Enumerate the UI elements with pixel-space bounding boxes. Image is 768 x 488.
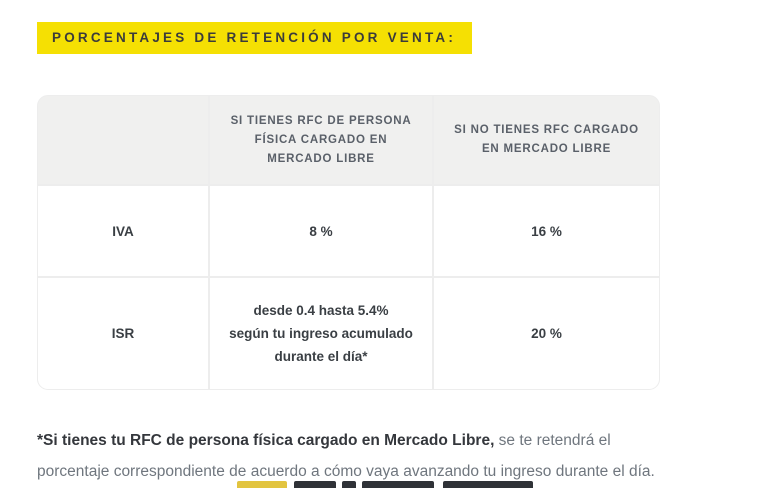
page-title: PORCENTAJES DE RETENCIÓN POR VENTA: — [37, 22, 473, 54]
isr-with-rfc-line: según tu ingreso acumulado — [229, 326, 413, 341]
header-cell-empty — [38, 96, 208, 184]
iva-with-rfc-value: 8 % — [309, 223, 333, 239]
header-cell-without-rfc: SI NO TIENES RFC CARGADO EN MERCADO LIBR… — [434, 96, 659, 184]
header-with-rfc-line: FÍSICA CARGADO EN — [254, 133, 388, 146]
isr-with-rfc-line: desde 0.4 hasta 5.4% — [253, 303, 389, 318]
header-with-rfc-line: SI TIENES RFC DE PERSONA — [230, 114, 412, 127]
cutoff-dark-segment — [443, 481, 533, 488]
footnote-regular-text-line2: porcentaje correspondiente de acuerdo a … — [37, 463, 655, 480]
footnote: *Si tienes tu RFC de persona física carg… — [37, 425, 717, 487]
header-without-rfc-line: SI NO TIENES RFC CARGADO — [454, 124, 639, 136]
cutoff-dark-segment — [342, 481, 356, 488]
cutoff-dark-segment — [294, 481, 336, 488]
footnote-regular-text-line1: se te retendrá el — [494, 432, 611, 449]
isr-with-rfc-line: durante el día* — [274, 349, 368, 364]
section-title-wrap: PORCENTAJES DE RETENCIÓN POR VENTA: — [37, 22, 768, 55]
cell-isr-with-rfc: desde 0.4 hasta 5.4% según tu ingreso ac… — [210, 278, 432, 389]
retention-table: SI TIENES RFC DE PERSONA FÍSICA CARGADO … — [37, 95, 660, 390]
cutoff-yellow-segment — [237, 481, 287, 488]
cell-iva-without-rfc: 16 % — [434, 186, 659, 276]
row-label-isr: ISR — [38, 278, 208, 389]
row-label-iva: IVA — [38, 186, 208, 276]
cell-iva-with-rfc: 8 % — [210, 186, 432, 276]
cell-isr-without-rfc: 20 % — [434, 278, 659, 389]
footnote-bold-text: *Si tienes tu RFC de persona física carg… — [37, 432, 495, 449]
header-with-rfc-line: MERCADO LIBRE — [267, 152, 375, 165]
cutoff-dark-segment — [362, 481, 434, 488]
header-cell-with-rfc: SI TIENES RFC DE PERSONA FÍSICA CARGADO … — [210, 96, 432, 184]
header-without-rfc-line: EN MERCADO LIBRE — [481, 143, 612, 155]
